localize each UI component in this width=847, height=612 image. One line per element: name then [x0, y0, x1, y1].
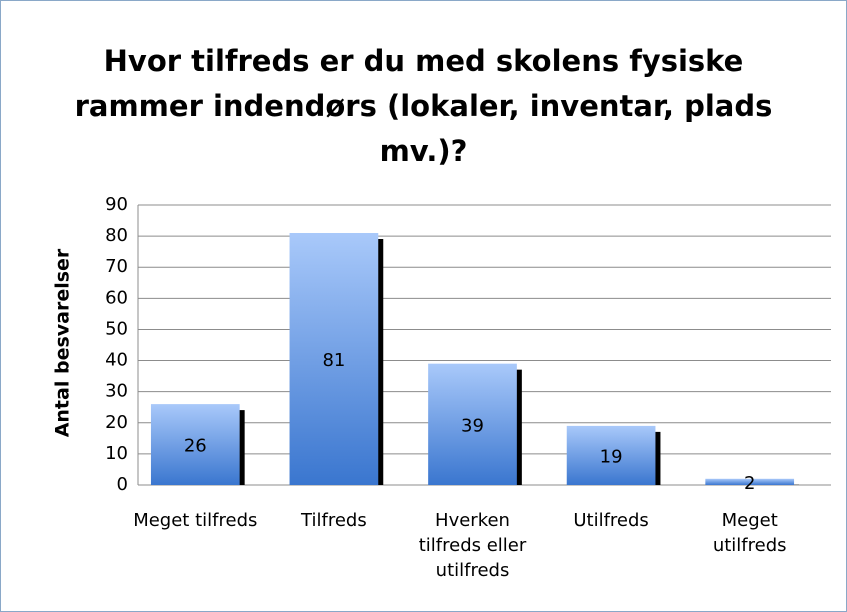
value-label: 2	[744, 473, 755, 494]
y-tick-label: 70	[105, 256, 128, 277]
y-tick-label: 80	[105, 225, 128, 246]
bar	[566, 425, 656, 485]
y-tick-label: 10	[105, 443, 128, 464]
value-label: 19	[600, 446, 623, 467]
y-axis-label: Antal besvarelser	[52, 248, 74, 437]
x-tick-label: Meget tilfreds	[133, 510, 258, 531]
x-tick-label: Hverken tilfreds eller utilfreds	[418, 510, 527, 581]
x-tick-label: Meget utilfreds	[712, 510, 787, 556]
value-label: 81	[322, 350, 345, 371]
y-tick-label: 40	[105, 350, 128, 371]
chart-title: Hvor tilfreds er du med skolens fysiske …	[74, 44, 773, 168]
x-tick-label: Tilfreds	[301, 510, 367, 531]
y-tick-label: 0	[117, 474, 128, 495]
bar	[150, 404, 240, 485]
bar	[428, 363, 517, 485]
y-tick-label: 50	[105, 318, 128, 339]
y-tick-label: 90	[105, 194, 128, 215]
y-tick-label: 60	[105, 287, 128, 308]
y-tick-label: 30	[105, 381, 128, 402]
bar	[289, 233, 379, 485]
value-label: 26	[184, 436, 207, 457]
x-tick-label: Utilfreds	[573, 510, 649, 531]
y-tick-label: 20	[105, 412, 128, 433]
bar	[705, 478, 795, 485]
value-label: 39	[461, 415, 484, 436]
